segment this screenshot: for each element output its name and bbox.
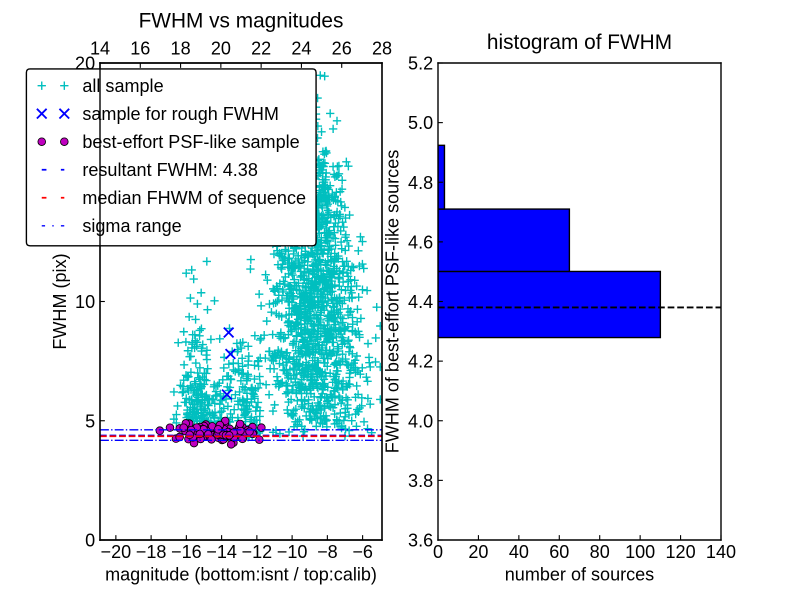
svg-text:−8: −8 — [317, 542, 338, 562]
svg-text:4.4: 4.4 — [408, 292, 433, 312]
svg-text:magnitude (bottom:isnt / top:c: magnitude (bottom:isnt / top:calib) — [105, 564, 377, 584]
svg-text:5: 5 — [85, 411, 95, 431]
svg-text:number of sources: number of sources — [505, 564, 654, 584]
svg-text:80: 80 — [590, 542, 610, 562]
svg-text:resultant FWHM: 4.38: resultant FWHM: 4.38 — [82, 160, 258, 180]
svg-text:sample for rough FWHM: sample for rough FWHM — [82, 104, 279, 124]
svg-text:all sample: all sample — [82, 76, 163, 96]
svg-text:−14: −14 — [206, 542, 237, 562]
svg-text:median FHWM of sequence: median FHWM of sequence — [82, 188, 306, 208]
svg-text:sigma range: sigma range — [82, 216, 181, 236]
svg-text:120: 120 — [666, 542, 696, 562]
svg-text:26: 26 — [332, 38, 352, 58]
svg-text:4.8: 4.8 — [408, 173, 433, 193]
svg-text:24: 24 — [291, 38, 311, 58]
svg-text:4.0: 4.0 — [408, 411, 433, 431]
svg-text:22: 22 — [251, 38, 271, 58]
svg-text:20: 20 — [468, 542, 488, 562]
svg-text:−6: −6 — [352, 542, 373, 562]
svg-text:−20: −20 — [101, 542, 132, 562]
svg-text:−12: −12 — [242, 542, 273, 562]
svg-text:16: 16 — [130, 38, 150, 58]
svg-text:5.2: 5.2 — [408, 54, 433, 74]
svg-text:−10: −10 — [277, 542, 308, 562]
svg-text:0: 0 — [433, 542, 443, 562]
svg-text:−16: −16 — [171, 542, 202, 562]
svg-text:40: 40 — [509, 542, 529, 562]
svg-text:10: 10 — [75, 292, 95, 312]
svg-text:0: 0 — [85, 531, 95, 551]
svg-text:5.0: 5.0 — [408, 113, 433, 133]
svg-text:20: 20 — [211, 38, 231, 58]
svg-text:histogram of FWHM: histogram of FWHM — [487, 31, 672, 54]
svg-text:3.6: 3.6 — [408, 531, 433, 551]
svg-text:−18: −18 — [136, 542, 167, 562]
svg-text:28: 28 — [372, 38, 392, 58]
svg-text:4.2: 4.2 — [408, 352, 433, 372]
svg-text:FWHM vs magnitudes: FWHM vs magnitudes — [139, 9, 344, 32]
svg-text:18: 18 — [171, 38, 191, 58]
svg-text:3.8: 3.8 — [408, 471, 433, 491]
svg-text:100: 100 — [625, 542, 655, 562]
svg-text:14: 14 — [90, 38, 110, 58]
svg-text:60: 60 — [549, 542, 569, 562]
svg-text:best-effort PSF-like sample: best-effort PSF-like sample — [82, 132, 299, 152]
svg-text:140: 140 — [706, 542, 736, 562]
svg-text:4.6: 4.6 — [408, 232, 433, 252]
svg-text:FWHM of best-effort PSF-like s: FWHM of best-effort PSF-like sources — [383, 150, 403, 454]
svg-text:FWHM (pix): FWHM (pix) — [50, 253, 70, 349]
